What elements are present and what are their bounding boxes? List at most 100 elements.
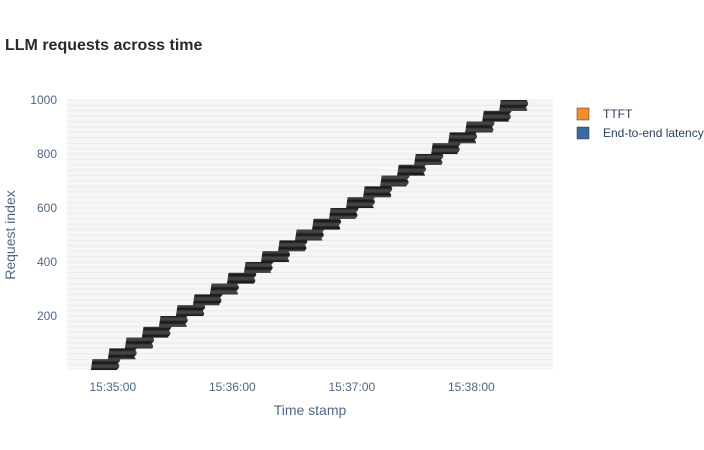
request-bar <box>194 296 222 297</box>
request-bar <box>193 303 220 304</box>
y-tick-label: 1000 <box>30 93 57 107</box>
request-bar <box>364 186 392 187</box>
request-bar <box>261 260 289 262</box>
request-bar <box>126 340 154 341</box>
request-bar <box>108 355 136 357</box>
request-bar <box>415 155 444 156</box>
request-bar <box>125 346 153 348</box>
request-bar <box>159 323 186 324</box>
request-bar <box>91 362 119 364</box>
request-bar <box>432 146 459 148</box>
legend-swatch-ttft <box>576 107 590 121</box>
request-bar <box>500 104 528 106</box>
request-bar <box>449 135 477 136</box>
request-bar <box>295 236 324 237</box>
request-bar <box>415 158 442 159</box>
request-bar <box>414 162 443 164</box>
legend-item-end-to-end-latency[interactable]: End-to-end latency <box>576 126 704 140</box>
request-bar <box>466 122 495 124</box>
request-bar <box>482 119 509 121</box>
request-bar <box>466 122 495 123</box>
request-bar <box>414 161 443 163</box>
request-bar <box>142 331 170 332</box>
request-bar <box>262 253 290 254</box>
request-bar <box>363 193 391 195</box>
x-tick-label: 15:35:00 <box>89 380 136 394</box>
request-bar <box>108 356 135 358</box>
request-bar <box>500 102 529 104</box>
request-bar <box>142 331 171 333</box>
request-bar <box>160 316 187 318</box>
request-bar <box>278 244 305 246</box>
request-bar <box>90 368 118 370</box>
request-bar <box>210 290 238 291</box>
request-bar <box>91 364 119 365</box>
request-bar <box>91 364 119 366</box>
request-bar <box>160 318 188 319</box>
request-bar <box>431 148 460 150</box>
request-bar <box>177 305 205 306</box>
legend-item-ttft[interactable]: TTFT <box>576 107 633 121</box>
request-bar <box>397 171 425 172</box>
request-bar <box>414 164 442 165</box>
request-bar <box>227 281 255 283</box>
request-bar <box>329 215 358 216</box>
request-bar <box>482 117 511 119</box>
request-bar <box>483 112 510 114</box>
request-bar <box>363 194 392 196</box>
request-bar <box>330 208 359 209</box>
request-bar <box>159 323 186 325</box>
request-bar <box>193 299 222 301</box>
request-bar <box>398 166 425 168</box>
request-bar <box>329 216 358 217</box>
request-bar <box>126 338 154 339</box>
request-bar <box>330 211 357 213</box>
request-bar <box>227 281 256 283</box>
request-bar <box>483 112 511 114</box>
request-bar <box>176 308 205 310</box>
request-bar <box>313 219 341 221</box>
request-bar <box>244 271 271 272</box>
request-bar <box>414 161 442 162</box>
request-bar <box>142 330 170 332</box>
request-bar <box>193 300 222 302</box>
request-bar <box>194 294 223 295</box>
request-bar <box>483 114 511 116</box>
request-bar <box>228 276 256 277</box>
request-bar <box>125 347 153 348</box>
request-bar <box>448 138 476 139</box>
request-bar <box>398 164 426 166</box>
request-bar <box>160 317 187 318</box>
request-bar <box>295 235 324 237</box>
request-bar <box>209 293 238 295</box>
request-bar <box>92 360 121 361</box>
x-tick-label: 15:38:00 <box>448 380 495 394</box>
request-bar <box>279 240 308 242</box>
request-bar <box>466 121 494 123</box>
request-bar <box>125 342 153 344</box>
request-bar <box>91 366 120 368</box>
request-bar <box>193 299 222 300</box>
request-bar <box>107 358 136 360</box>
request-bar <box>347 197 375 199</box>
request-bar <box>432 143 461 145</box>
request-bar <box>109 351 137 352</box>
request-bar <box>346 205 373 207</box>
x-axis-title: Time stamp <box>274 402 347 418</box>
request-bar <box>278 247 307 249</box>
request-bar <box>415 156 444 157</box>
request-bar <box>346 206 374 208</box>
request-bar <box>211 285 239 287</box>
request-bar <box>448 141 476 143</box>
x-axis-ticks: 15:35:00 15:36:00 15:37:00 15:38:00 <box>89 380 495 394</box>
y-tick-label: 800 <box>37 147 57 161</box>
request-bar <box>364 189 393 190</box>
request-bar <box>398 165 425 167</box>
request-bar <box>261 261 289 263</box>
request-bar <box>313 221 342 223</box>
request-bar <box>347 198 374 199</box>
request-bar <box>177 307 205 309</box>
request-bar <box>499 105 527 107</box>
request-bar <box>108 353 137 354</box>
